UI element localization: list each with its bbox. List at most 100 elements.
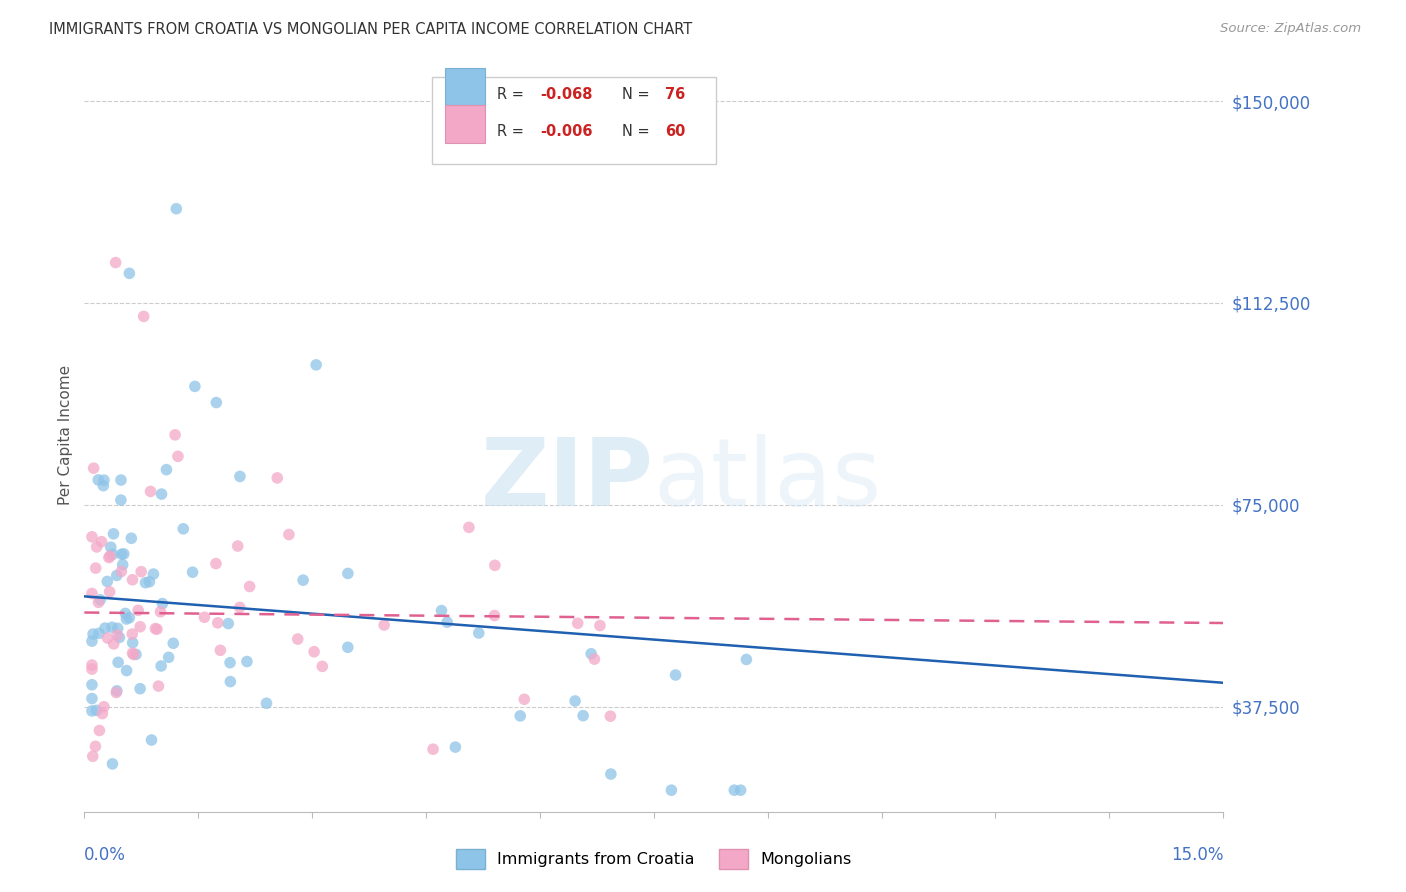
Point — [444, 740, 467, 755]
Point — [150, 659, 173, 673]
FancyBboxPatch shape — [446, 105, 485, 143]
Point — [229, 600, 252, 615]
Text: R =: R = — [496, 124, 529, 139]
Text: 15.0%: 15.0% — [1171, 846, 1223, 863]
Point — [105, 683, 128, 698]
Text: atlas: atlas — [654, 434, 882, 526]
Point — [107, 656, 129, 670]
Point — [139, 484, 162, 499]
Point — [97, 631, 120, 645]
Point — [193, 610, 215, 624]
FancyBboxPatch shape — [446, 68, 485, 105]
Point — [118, 266, 141, 280]
Point — [661, 783, 683, 797]
Point — [110, 565, 132, 579]
Text: N =: N = — [621, 87, 654, 102]
Point — [484, 558, 506, 573]
Point — [311, 659, 333, 673]
Point — [134, 575, 156, 590]
Point — [373, 618, 395, 632]
Point — [93, 478, 115, 492]
Point — [430, 604, 453, 618]
Point — [121, 627, 143, 641]
Point — [256, 696, 278, 710]
Text: -0.006: -0.006 — [540, 124, 592, 139]
Text: IMMIGRANTS FROM CROATIA VS MONGOLIAN PER CAPITA INCOME CORRELATION CHART: IMMIGRANTS FROM CROATIA VS MONGOLIAN PER… — [49, 22, 693, 37]
Point — [599, 709, 621, 723]
Point — [110, 473, 132, 487]
Point — [118, 610, 141, 624]
Point — [567, 616, 589, 631]
Point — [458, 520, 481, 534]
Point — [579, 647, 602, 661]
Point — [90, 534, 112, 549]
Point — [665, 668, 688, 682]
Point — [157, 650, 180, 665]
Point — [93, 473, 115, 487]
Text: 60: 60 — [665, 124, 686, 139]
Point — [82, 627, 104, 641]
Point — [292, 573, 315, 587]
Point — [730, 783, 752, 797]
Point — [583, 652, 606, 666]
Point — [148, 679, 170, 693]
Point — [219, 656, 242, 670]
Point — [143, 622, 166, 636]
Point — [87, 473, 110, 487]
Point — [336, 640, 359, 655]
Point — [209, 643, 232, 657]
Point — [162, 636, 184, 650]
Point — [165, 202, 187, 216]
Point — [87, 626, 110, 640]
Point — [217, 616, 239, 631]
Point — [80, 704, 103, 718]
Point — [184, 379, 207, 393]
Point — [599, 767, 621, 781]
Point — [103, 637, 125, 651]
Point — [287, 632, 309, 646]
Point — [127, 603, 149, 617]
Point — [114, 607, 136, 621]
Point — [149, 605, 172, 619]
Point — [484, 608, 506, 623]
Legend: Immigrants from Croatia, Mongolians: Immigrants from Croatia, Mongolians — [450, 843, 858, 875]
Point — [167, 450, 190, 464]
Point — [115, 664, 138, 678]
Point — [89, 592, 111, 607]
Point — [142, 567, 165, 582]
Point — [121, 636, 143, 650]
Point — [111, 558, 134, 572]
Point — [94, 621, 117, 635]
Point — [336, 566, 359, 581]
Point — [155, 463, 177, 477]
Point — [735, 652, 758, 666]
Text: 76: 76 — [665, 87, 686, 102]
FancyBboxPatch shape — [432, 77, 717, 163]
Point — [98, 549, 121, 563]
Point — [84, 739, 107, 754]
Text: Source: ZipAtlas.com: Source: ZipAtlas.com — [1220, 22, 1361, 36]
Point — [589, 618, 612, 632]
Point — [104, 255, 127, 269]
Point — [468, 626, 491, 640]
Y-axis label: Per Capita Income: Per Capita Income — [58, 365, 73, 505]
Point — [93, 699, 115, 714]
Point — [108, 631, 131, 645]
Point — [509, 709, 531, 723]
Text: 0.0%: 0.0% — [84, 846, 127, 863]
Point — [172, 522, 194, 536]
Point — [80, 530, 103, 544]
Point — [129, 620, 152, 634]
Point — [205, 395, 228, 409]
Point — [101, 547, 124, 561]
Point — [219, 674, 242, 689]
Point — [96, 574, 118, 589]
Point — [80, 586, 103, 600]
Point — [105, 628, 128, 642]
Point — [112, 547, 135, 561]
Point — [513, 692, 536, 706]
Text: -0.068: -0.068 — [540, 87, 592, 102]
Point — [105, 685, 128, 699]
Point — [572, 708, 595, 723]
Point — [239, 580, 262, 594]
